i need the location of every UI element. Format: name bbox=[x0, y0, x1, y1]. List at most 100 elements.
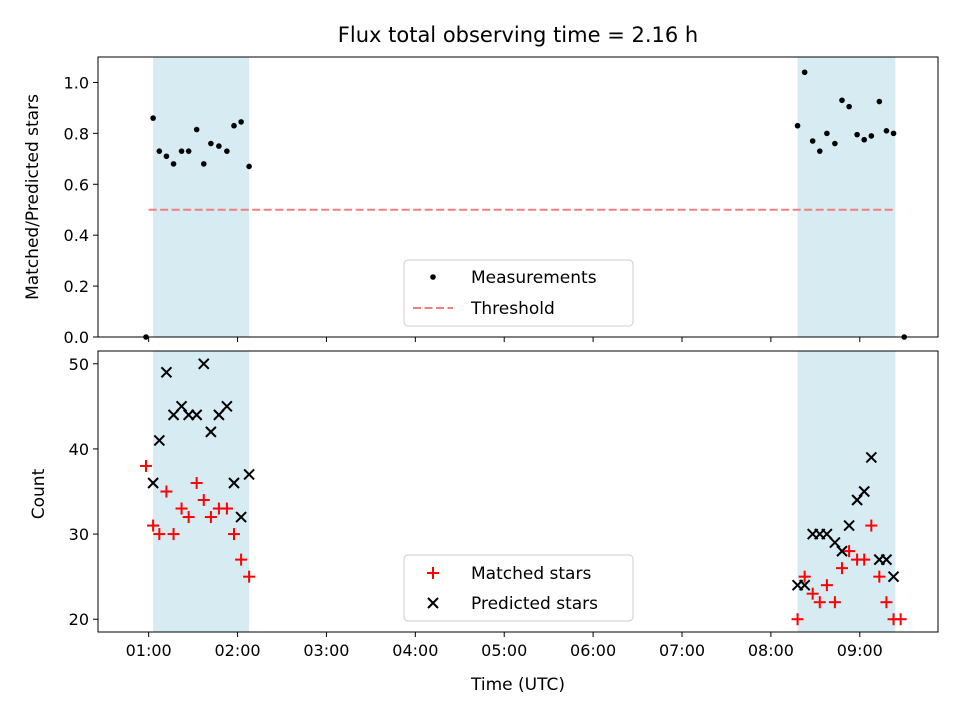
count-x-tick-label: 03:00 bbox=[303, 641, 349, 660]
ratio-panel: 0.0 0.2 0.4 0.6 0.8 1.0 Flux total observing … bbox=[23, 23, 939, 347]
predicted-star-point-b bbox=[175, 400, 188, 413]
matched-star-point bbox=[873, 570, 886, 583]
matched-star-point bbox=[153, 528, 166, 541]
ratio-y-tick-label: 1.0 bbox=[64, 73, 89, 92]
matched-star-point bbox=[828, 596, 841, 609]
measurement-points bbox=[143, 69, 908, 340]
ratio-y-tick-label: 0.4 bbox=[64, 226, 89, 245]
ratio-axes-frame bbox=[97, 56, 939, 338]
predicted-star-point-b bbox=[190, 409, 203, 421]
ratio-y-tick-label: 0.2 bbox=[64, 277, 89, 296]
ratio-y-ticks: 0.0 0.2 0.4 0.6 0.8 1.0 bbox=[64, 73, 98, 347]
matched-star-point bbox=[235, 553, 248, 566]
count-legend: Matched stars Predicted stars bbox=[403, 554, 634, 622]
count-x-tick-label: 07:00 bbox=[659, 641, 705, 660]
predicted-star-point-b bbox=[880, 553, 893, 566]
matched-star-point bbox=[182, 511, 195, 524]
count-y-tick-label: 50 bbox=[69, 355, 89, 374]
count-x-tick-label: 09:00 bbox=[837, 641, 883, 660]
predicted-star-point bbox=[880, 553, 893, 566]
ratio-y-axis-label: Matched/Predicted stars bbox=[23, 94, 43, 300]
measurement-point bbox=[178, 148, 185, 154]
measurement-point bbox=[208, 140, 214, 147]
legend-matched-marker bbox=[427, 567, 439, 579]
measurement-point bbox=[224, 148, 230, 154]
matched-star-point bbox=[160, 485, 173, 498]
measurement-point bbox=[794, 122, 801, 129]
measurement-point bbox=[883, 128, 890, 134]
matched-stars-points bbox=[140, 459, 907, 626]
count-legend-box bbox=[403, 554, 634, 622]
matched-star-point bbox=[228, 528, 240, 541]
matched-star-point bbox=[167, 528, 180, 541]
count-x-tick-label: 02:00 bbox=[215, 641, 261, 660]
matched-star-point bbox=[197, 494, 210, 507]
legend-threshold-label: Threshold bbox=[470, 299, 555, 319]
observing-intervals-top bbox=[153, 57, 896, 337]
predicted-star-point bbox=[221, 400, 233, 413]
observing-interval-top-0 bbox=[153, 57, 250, 337]
predicted-star-point bbox=[798, 579, 811, 591]
ratio-x-ticks bbox=[148, 337, 861, 342]
measurement-point bbox=[238, 119, 244, 125]
predicted-star-point-b bbox=[887, 570, 900, 583]
matched-star-point bbox=[175, 502, 188, 515]
count-y-axis-label: Count bbox=[29, 468, 49, 519]
predicted-star-point bbox=[865, 451, 878, 464]
matched-star-point bbox=[204, 511, 217, 524]
count-x-tick-label: 08:00 bbox=[748, 641, 794, 660]
predicted-star-point-b bbox=[235, 511, 247, 523]
matched-star-point bbox=[894, 613, 907, 626]
legend-measurements-marker bbox=[430, 274, 436, 280]
chart-title: Flux total observing time = 2.16 h bbox=[338, 23, 698, 47]
matched-star-point bbox=[858, 553, 871, 566]
predicted-stars-points bbox=[147, 358, 900, 591]
predicted-star-point bbox=[243, 468, 255, 481]
measurement-point bbox=[231, 122, 237, 129]
predicted-star-point bbox=[843, 519, 855, 532]
predicted-star-point-b bbox=[198, 358, 210, 370]
predicted-star-point-b bbox=[160, 366, 173, 378]
matched-star-point bbox=[243, 570, 256, 583]
matched-star-point bbox=[813, 596, 826, 609]
measurement-point bbox=[246, 163, 252, 170]
measurement-point bbox=[876, 98, 883, 105]
predicted-star-point-b bbox=[228, 477, 240, 489]
measurement-point bbox=[890, 130, 897, 137]
predicted-star-point-b bbox=[147, 477, 159, 489]
matched-star-point bbox=[865, 519, 878, 532]
matched-star-point bbox=[806, 587, 819, 600]
ratio-y-tick-label: 0.0 bbox=[64, 328, 89, 347]
measurement-point bbox=[832, 140, 838, 147]
matched-star-point bbox=[798, 570, 811, 583]
matched-star-point bbox=[820, 579, 833, 592]
matched-star-point bbox=[880, 596, 893, 609]
predicted-star-point-b bbox=[829, 536, 841, 549]
predicted-star-point-b bbox=[221, 400, 233, 413]
measurement-point bbox=[193, 126, 200, 133]
observing-interval-top-1 bbox=[797, 57, 896, 337]
matched-star-point bbox=[190, 476, 203, 489]
predicted-star-point-b bbox=[865, 451, 878, 464]
count-y-ticks: 20 30 40 50 bbox=[69, 355, 98, 629]
legend-predicted-label: Predicted stars bbox=[471, 594, 598, 614]
measurement-point bbox=[150, 115, 156, 121]
count-x-ticks: 01:00 02:00 03:00 04:00 05:00 06:00 07:00 08:00… bbox=[126, 632, 883, 660]
count-x-tick-label: 06:00 bbox=[570, 641, 616, 660]
predicted-star-point-b bbox=[821, 528, 833, 540]
predicted-star-point bbox=[858, 485, 870, 498]
predicted-star-point bbox=[190, 409, 203, 421]
measurement-point bbox=[163, 153, 170, 160]
measurement-point bbox=[846, 103, 852, 110]
matched-star-point bbox=[836, 562, 848, 575]
predicted-star-point bbox=[887, 570, 900, 583]
count-y-tick-label: 40 bbox=[69, 440, 89, 459]
measurement-point bbox=[816, 148, 823, 154]
measurement-point bbox=[185, 148, 192, 154]
predicted-star-point bbox=[205, 426, 217, 438]
measurement-point bbox=[854, 131, 860, 138]
x-axis-label: Time (UTC) bbox=[470, 675, 565, 695]
predicted-star-point bbox=[198, 358, 210, 370]
